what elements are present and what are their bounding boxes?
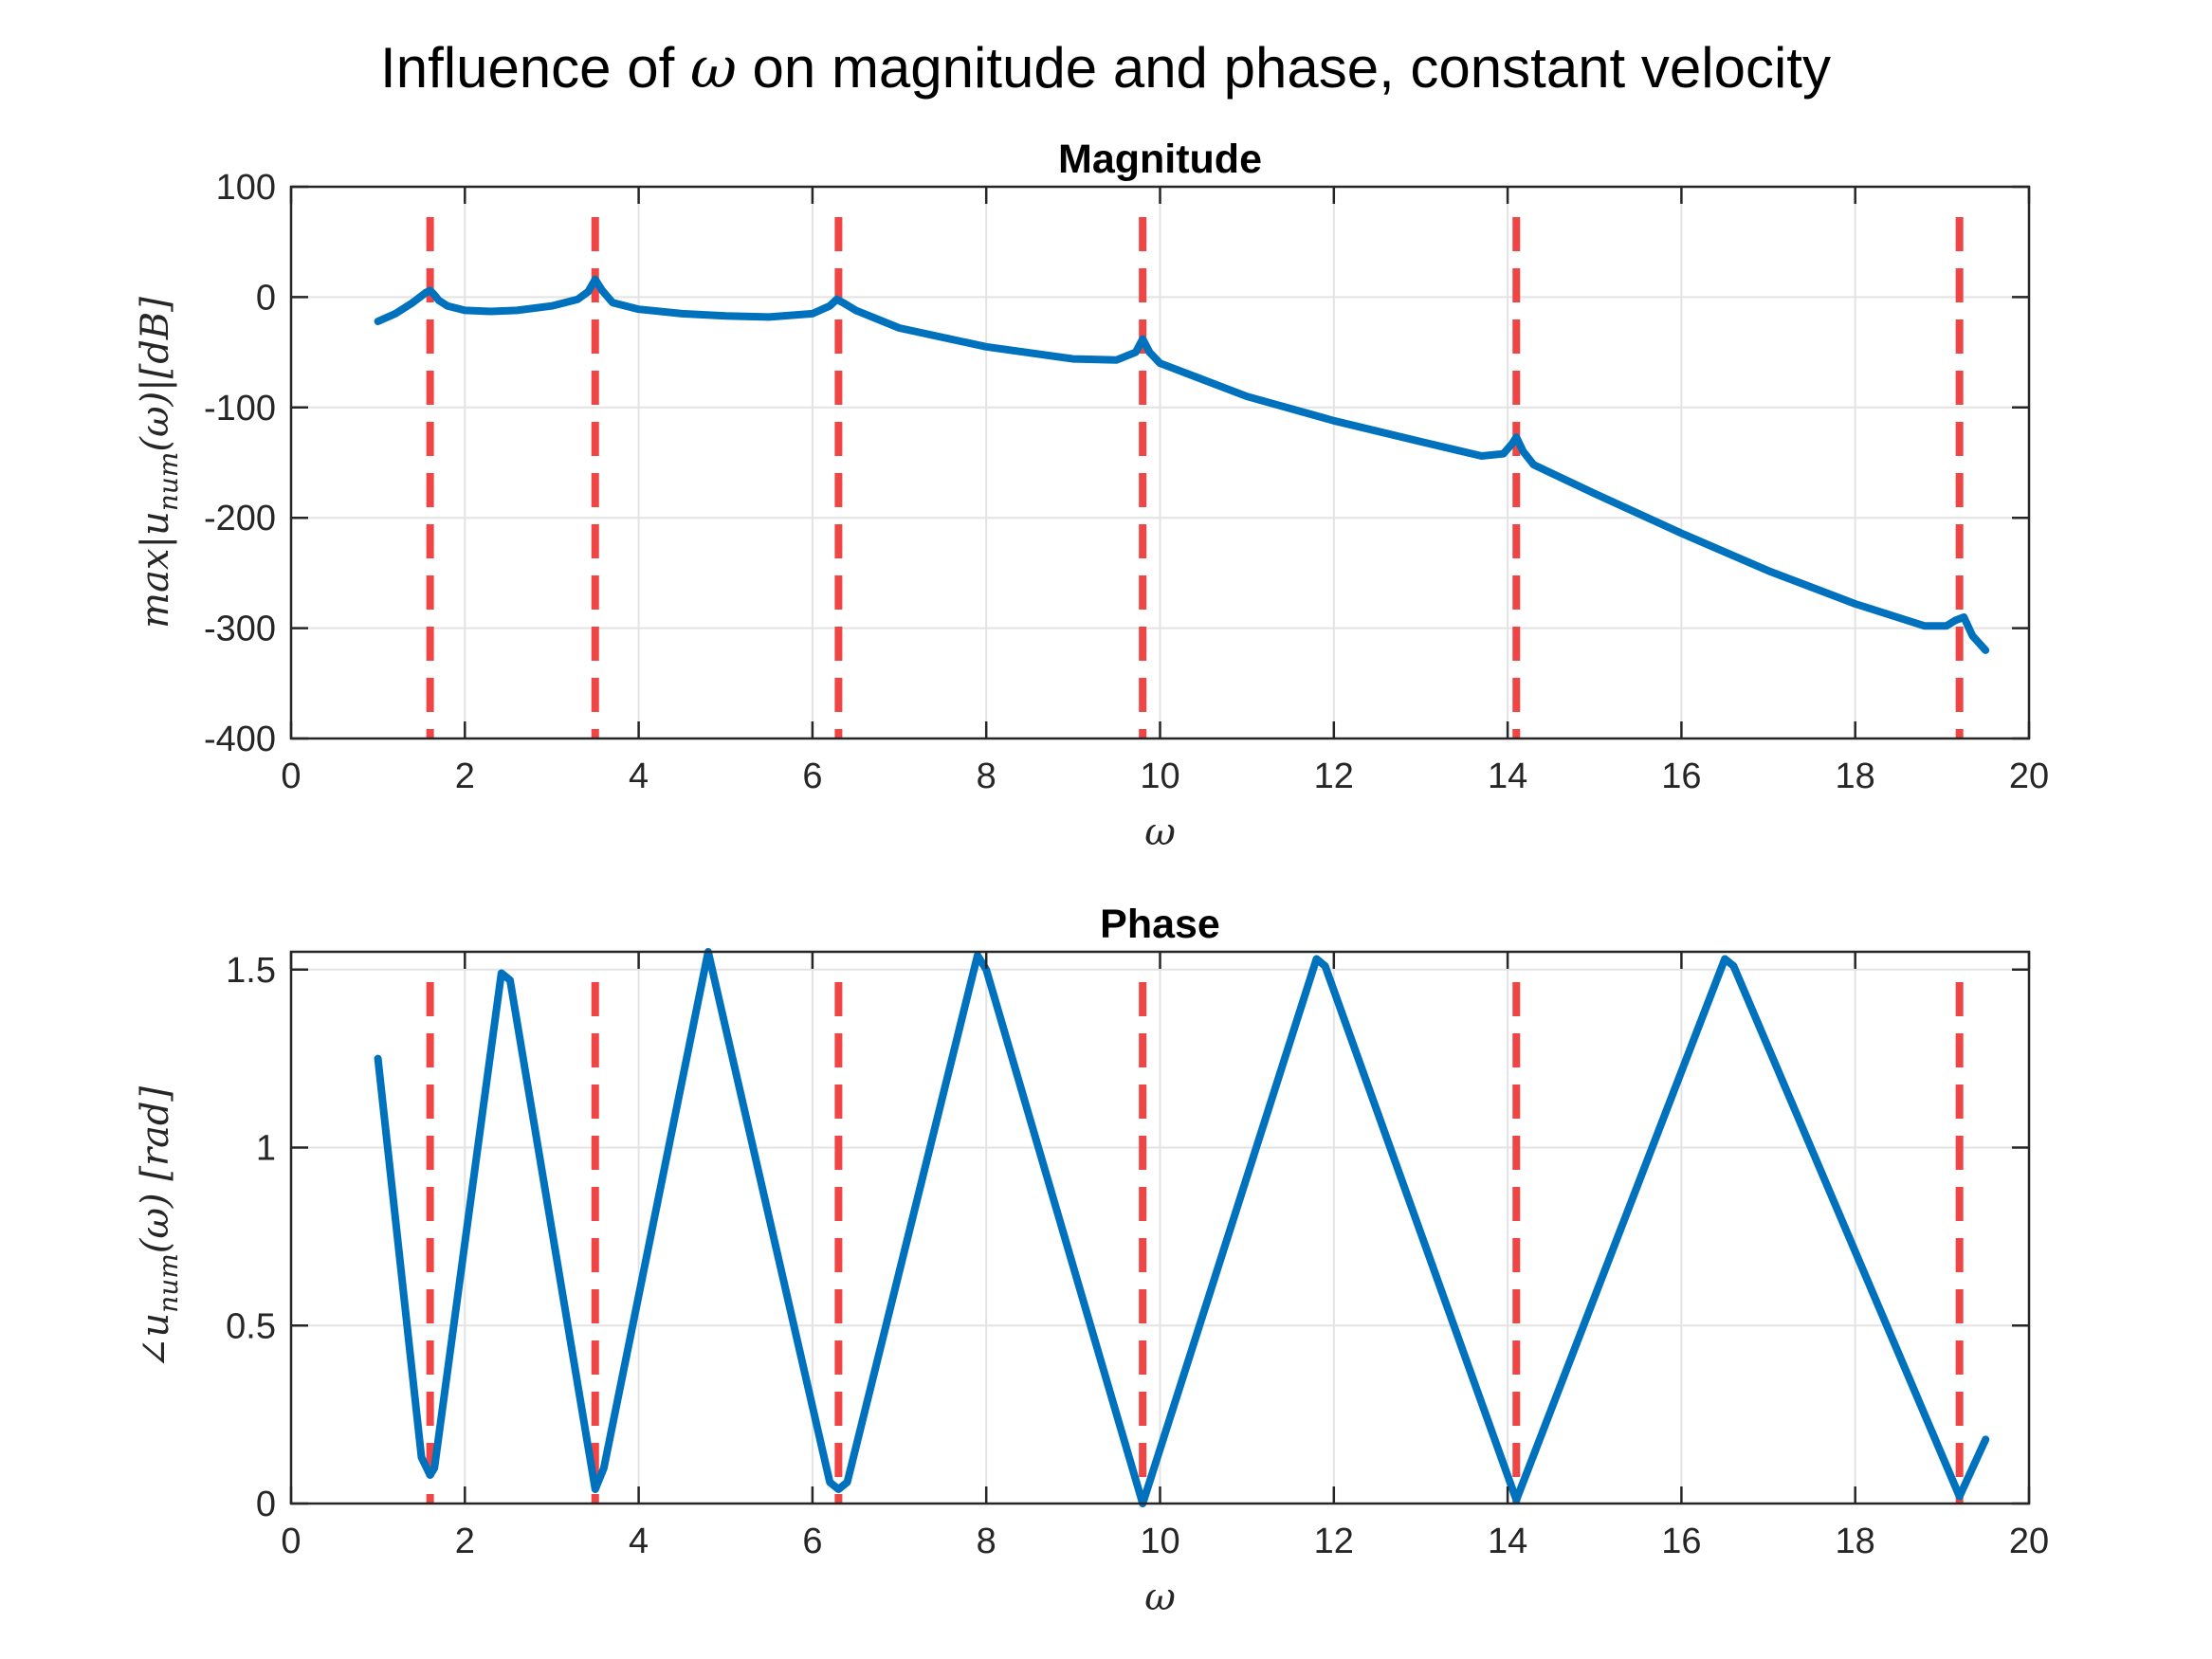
magnitude-title: Magnitude <box>1058 137 1262 182</box>
phase-xtick-label: 4 <box>629 1522 649 1561</box>
magnitude-xtick-label: 4 <box>629 757 649 796</box>
suptitle-prefix: Influence of <box>380 36 690 100</box>
phase-xtick-label: 2 <box>455 1522 475 1561</box>
magnitude-ytick-label: -100 <box>204 389 276 428</box>
figure-suptitle: Influence of ω on magnitude and phase, c… <box>380 35 1831 101</box>
phase-xtick-label: 6 <box>802 1522 822 1561</box>
magnitude-ytick-label: 0 <box>256 278 276 318</box>
magnitude-ytick-label: -400 <box>204 720 276 759</box>
magnitude-xtick-label: 10 <box>1140 757 1179 796</box>
phase-ylabel: ∠unum(ω) [rad] <box>134 1085 184 1369</box>
phase-ytick-label: 0.5 <box>226 1306 276 1346</box>
phase-series-line <box>374 948 1990 1507</box>
suptitle-omega-symbol: ω <box>690 35 737 101</box>
magnitude-ytick-label: -300 <box>204 610 276 649</box>
magnitude-xtick-label: 6 <box>802 757 822 796</box>
magnitude-ytick-label: 100 <box>216 168 276 208</box>
magnitude-xtick-label: 0 <box>281 757 301 796</box>
phase-xtick-label: 12 <box>1314 1522 1354 1561</box>
magnitude-xtick-label: 12 <box>1314 757 1354 796</box>
phase-xtick-label: 10 <box>1140 1522 1179 1561</box>
magnitude-xtick-label: 14 <box>1488 757 1527 796</box>
magnitude-axes: 0 2 4 6 8 10 12 14 16 18 20 -400 -300 -200 -100 0 100 Mag… <box>134 137 2049 854</box>
magnitude-xtick-label: 8 <box>977 757 996 796</box>
magnitude-ylabel: max|unum(ω)|[dB] <box>134 297 184 629</box>
magnitude-series-line <box>374 275 1990 654</box>
phase-ytick-label: 1.5 <box>226 951 276 991</box>
magnitude-xtick-label: 16 <box>1661 757 1701 796</box>
phase-xtick-label: 0 <box>281 1522 301 1561</box>
phase-xtick-label: 20 <box>2009 1522 2049 1561</box>
phase-xlabel: ω <box>1144 1576 1176 1619</box>
phase-xtick-label: 14 <box>1488 1522 1527 1561</box>
phase-xtick-label: 8 <box>977 1522 996 1561</box>
magnitude-xtick-label: 2 <box>455 757 475 796</box>
magnitude-ytick-label: -200 <box>204 499 276 538</box>
phase-axes: 0 2 4 6 8 10 12 14 16 18 20 0 0.5 1 1.5 Phase ω ∠unum(ω) … <box>134 902 2049 1619</box>
phase-xtick-label: 18 <box>1836 1522 1875 1561</box>
magnitude-xtick-label: 20 <box>2009 757 2049 796</box>
phase-title: Phase <box>1100 902 1220 947</box>
phase-ytick-label: 0 <box>256 1485 276 1524</box>
suptitle-suffix: on magnitude and phase, constant velocit… <box>737 36 1831 100</box>
magnitude-xlabel: ω <box>1144 811 1176 854</box>
phase-xtick-label: 16 <box>1661 1522 1701 1561</box>
phase-ytick-label: 1 <box>256 1129 276 1169</box>
magnitude-xtick-label: 18 <box>1836 757 1875 796</box>
